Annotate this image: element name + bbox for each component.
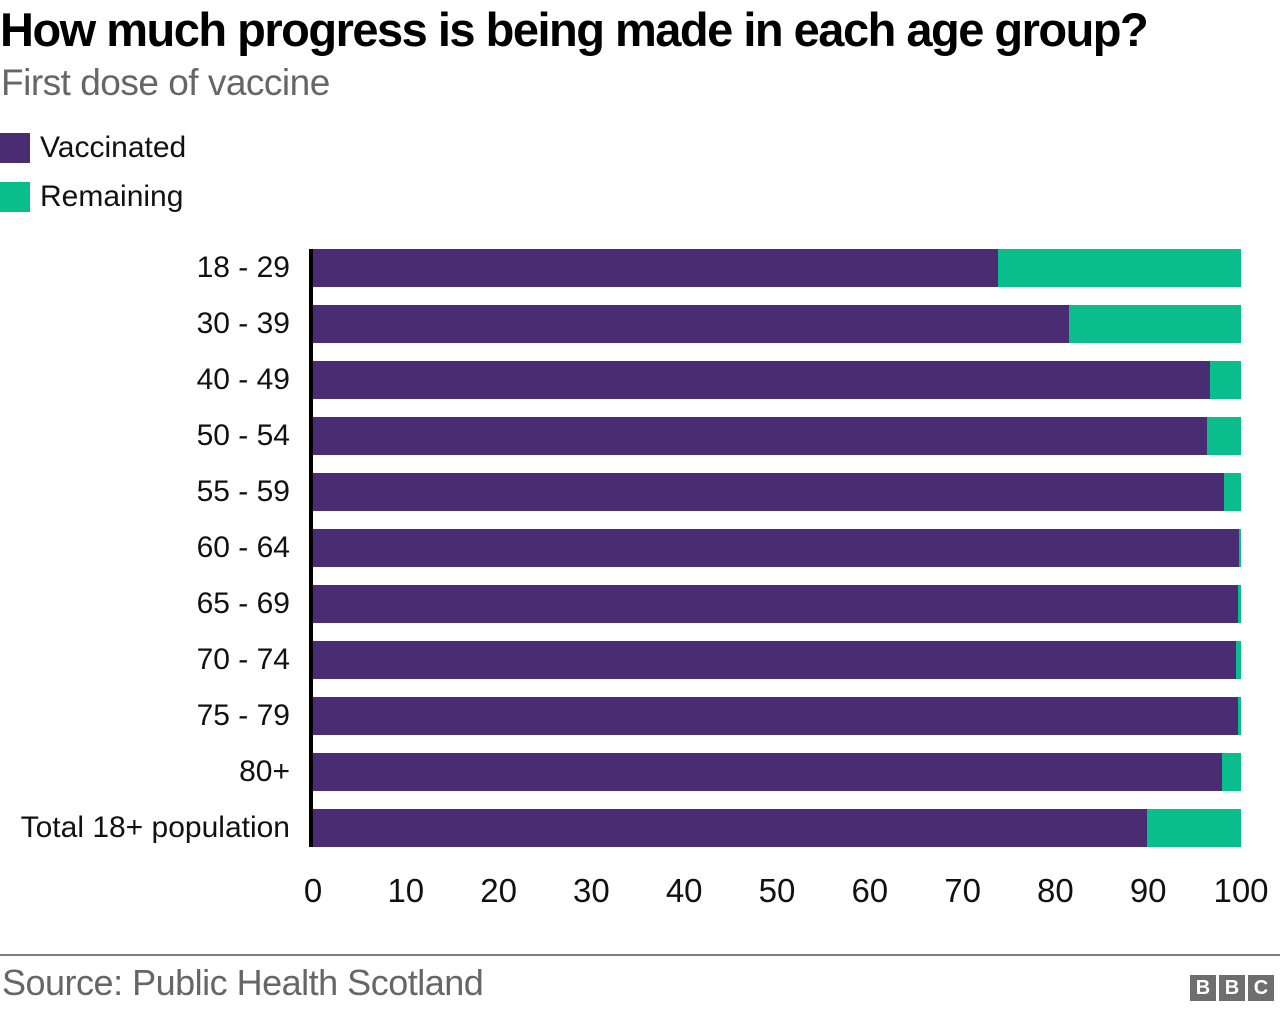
remaining-bar-segment [1069, 305, 1241, 343]
category-label: Total 18+ population [20, 811, 290, 844]
vaccinated-bar-segment [313, 473, 1225, 511]
y-axis-line [309, 249, 313, 847]
bar-track [313, 585, 1241, 623]
category-label: 50 - 54 [196, 419, 290, 452]
bbc-logo: B B C [1190, 975, 1274, 1001]
remaining-bar-segment [1206, 417, 1241, 455]
vaccinated-bar-segment [313, 361, 1211, 399]
category-label: 80+ [239, 755, 290, 788]
x-tick-label: 30 [573, 872, 610, 909]
remaining-bar-segment [1238, 585, 1241, 623]
vaccinated-swatch [0, 133, 30, 163]
category-label: 60 - 64 [196, 531, 290, 564]
remaining-swatch [0, 182, 30, 212]
bar-row: 50 - 54 [0, 417, 1280, 455]
source-text: Source: Public Health Scotland [2, 962, 484, 1003]
bbc-logo-letter: B [1190, 975, 1216, 1001]
remaining-bar-segment [1239, 529, 1241, 567]
bar-row: 65 - 69 [0, 585, 1280, 623]
bar-track [313, 305, 1241, 343]
vaccinated-bar-segment [313, 641, 1237, 679]
x-tick-label: 0 [303, 872, 323, 909]
bar-track [313, 641, 1241, 679]
bar-track [313, 417, 1241, 455]
plot-rows: 18 - 29 30 - 39 40 - 49 50 - 54 55 - 59 60 - … [0, 249, 1280, 847]
vaccinated-bar-segment [313, 417, 1207, 455]
vaccinated-bar-segment [313, 585, 1239, 623]
remaining-bar-segment [1238, 697, 1241, 735]
x-tick-label: 70 [944, 872, 981, 909]
category-label: 65 - 69 [196, 587, 290, 620]
x-axis: 0 10 20 30 40 50 60 70 80 90 100 [304, 872, 1269, 914]
category-label: 70 - 74 [196, 643, 290, 676]
x-tick-label: 20 [480, 872, 517, 909]
bar-row: 55 - 59 [0, 473, 1280, 511]
bbc-logo-letter: B [1219, 975, 1245, 1001]
bar-row: 18 - 29 [0, 249, 1280, 287]
remaining-bar-segment [1210, 361, 1241, 399]
bar-track [313, 529, 1241, 567]
chart-subtitle: First dose of vaccine [1, 62, 330, 103]
bar-row: Total 18+ population [0, 809, 1280, 847]
x-tick-label: 80 [1037, 872, 1074, 909]
legend-label-vaccinated: Vaccinated [40, 131, 187, 164]
plot-area: 18 - 29 30 - 39 40 - 49 50 - 54 55 - 59 60 - … [0, 249, 1280, 847]
x-tick-label: 40 [665, 872, 703, 909]
bar-row: 80+ [0, 753, 1280, 791]
category-label: 30 - 39 [196, 307, 290, 340]
remaining-bar-segment [1221, 753, 1241, 791]
vaccinated-bar-segment [313, 305, 1070, 343]
x-tick-label: 50 [758, 872, 796, 909]
legend-item-vaccinated: Vaccinated [0, 133, 186, 163]
vaccinated-bar-segment [313, 697, 1239, 735]
remaining-bar-segment [1224, 473, 1241, 511]
vaccinated-bar-segment [313, 249, 998, 287]
legend: Vaccinated Remaining [0, 133, 186, 231]
bar-row: 60 - 64 [0, 529, 1280, 567]
bar-row: 40 - 49 [0, 361, 1280, 399]
category-label: 40 - 49 [196, 363, 290, 396]
remaining-bar-segment [1236, 641, 1241, 679]
bar-row: 75 - 79 [0, 697, 1280, 735]
bar-track [313, 249, 1241, 287]
vaccinated-bar-segment [313, 753, 1222, 791]
remaining-bar-segment [997, 249, 1241, 287]
bar-row: 30 - 39 [0, 305, 1280, 343]
x-tick-label: 90 [1129, 872, 1167, 909]
chart-title: How much progress is being made in each … [0, 3, 1149, 56]
bar-row: 70 - 74 [0, 641, 1280, 679]
legend-label-remaining: Remaining [40, 180, 184, 213]
bar-track [313, 697, 1241, 735]
bar-track [313, 809, 1241, 847]
x-tick-label: 10 [387, 872, 425, 909]
x-tick-label: 100 [1213, 872, 1269, 909]
category-label: 75 - 79 [196, 699, 290, 732]
category-label: 18 - 29 [196, 251, 290, 284]
footer-divider [0, 954, 1280, 956]
category-label: 55 - 59 [196, 475, 290, 508]
remaining-bar-segment [1147, 809, 1241, 847]
vaccinated-bar-segment [313, 529, 1240, 567]
x-tick-label: 60 [851, 872, 889, 909]
bar-track [313, 753, 1241, 791]
legend-item-remaining: Remaining [0, 182, 186, 212]
bar-track [313, 361, 1241, 399]
vaccinated-bar-segment [313, 809, 1148, 847]
bbc-logo-letter: C [1248, 975, 1274, 1001]
bar-track [313, 473, 1241, 511]
